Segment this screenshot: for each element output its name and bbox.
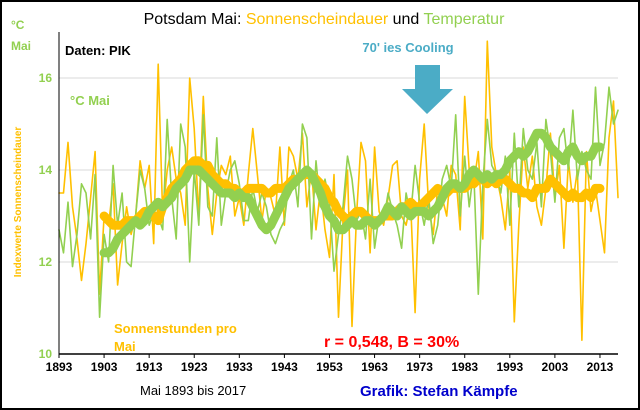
y-tick-label: 10 (39, 347, 53, 361)
y-tick-label: 14 (39, 163, 53, 177)
x-tick-label: 1973 (406, 360, 433, 374)
x-tick-label: 1963 (361, 360, 388, 374)
source-label: Daten: PIK (65, 43, 131, 58)
x-tick-label: 1943 (271, 360, 298, 374)
x-tick-label: 1993 (496, 360, 523, 374)
left-axis-title: Indexwerte Sonnenscheindauer (13, 127, 24, 278)
sun-series-label: Sonnenstunden pro Mai (114, 321, 240, 354)
inner-temp-label: °C Mai (70, 93, 110, 108)
unit-label-top-month: Mai (11, 39, 31, 53)
stat-label: r = 0,548, B = 30% (324, 334, 459, 351)
x-tick-label: 1903 (91, 360, 118, 374)
x-tick-label: 1933 (226, 360, 253, 374)
x-tick-label: 1923 (181, 360, 208, 374)
tick-labels: 1893 1903 1913 1923 1933 1943 1953 1963 1973 1983… (39, 71, 614, 374)
series-line-2 (99, 128, 605, 258)
x-tick-label: 2003 (542, 360, 569, 374)
y-tick-label: 16 (39, 71, 53, 85)
axes (58, 32, 618, 355)
x-tick-label: 1953 (316, 360, 343, 374)
x-tick-label: 2013 (587, 360, 614, 374)
unit-label-top: °C (11, 18, 25, 32)
x-tick-label: 1983 (451, 360, 478, 374)
chart-title: Potsdam Mai: Sonnenscheindauer und Tempe… (144, 11, 506, 28)
x-axis-title: Mai 1893 bis 2017 (140, 383, 246, 398)
cooling-arrow-icon (402, 65, 453, 114)
credit-label: Grafik: Stefan Kämpfe (360, 383, 518, 400)
series-layer (58, 40, 619, 342)
x-tick-label: 1913 (136, 360, 163, 374)
cooling-label: 70' ies Cooling (362, 40, 453, 55)
y-tick-label: 12 (39, 255, 53, 269)
x-tick-label: 1893 (46, 360, 73, 374)
